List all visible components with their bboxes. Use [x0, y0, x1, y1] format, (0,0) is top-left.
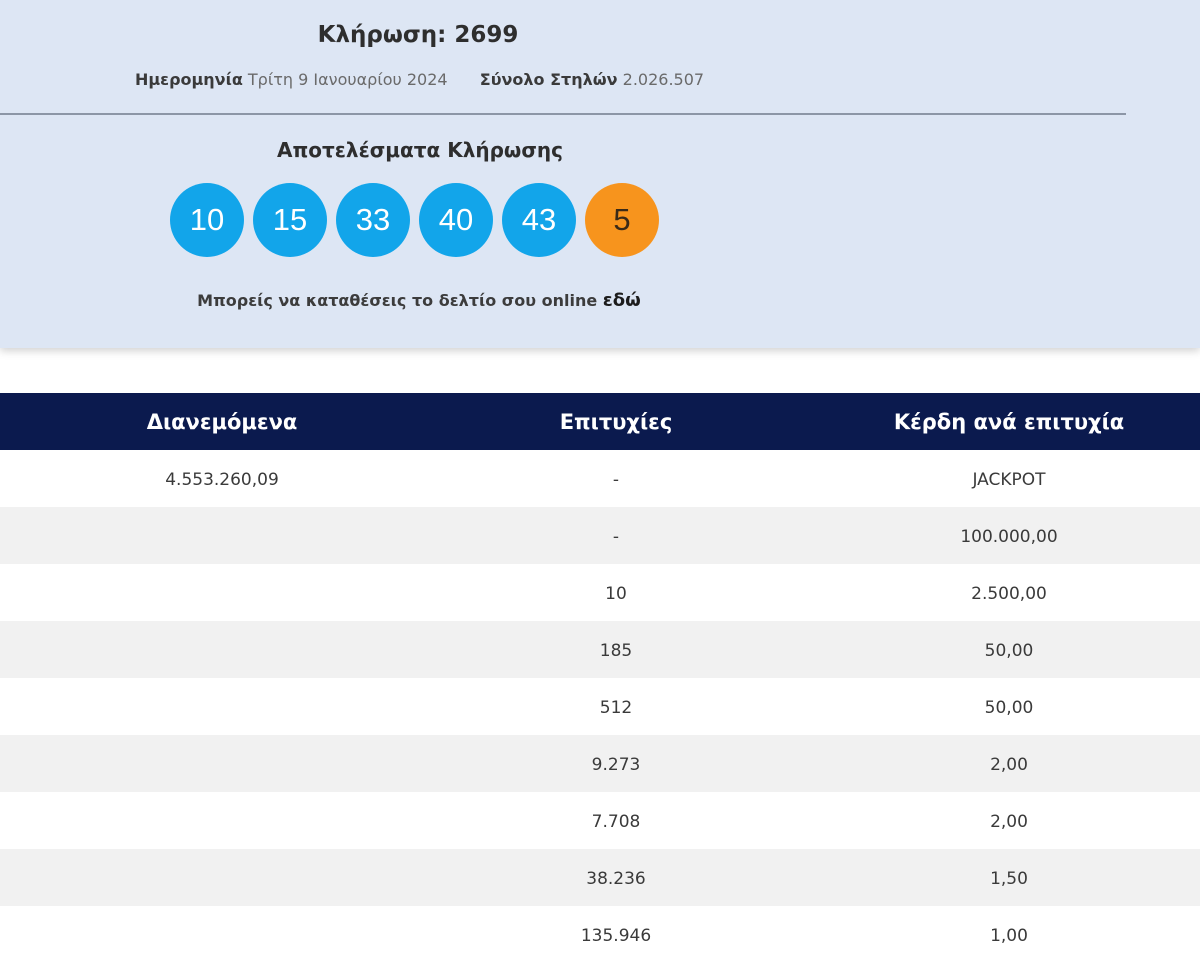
table-row: 512 50,00 [0, 678, 1200, 735]
winners-cell: 512 [599, 698, 633, 718]
prize-table-body: 4.553.260,09 - JACKPOT - 100.000,00 10 2… [0, 450, 1200, 963]
distributed-cell [122, 564, 322, 624]
table-row: 9.273 2,00 [0, 735, 1200, 792]
columns-value: 2.026.507 [622, 70, 705, 89]
number-ball: 43 [502, 183, 576, 257]
bonus-ball: 5 [585, 183, 659, 257]
winners-cell: - [612, 470, 620, 490]
prize-cell: 2,00 [990, 812, 1028, 832]
divider [0, 113, 1126, 115]
prize-cell: 1,50 [990, 869, 1028, 889]
number-ball: 15 [253, 183, 327, 257]
online-text: Μπορείς να καταθέσεις το δελτίο σου onli… [197, 291, 598, 310]
distributed-cell: 4.553.260,09 [165, 470, 279, 490]
draw-info-panel: Κλήρωση: 2699 Ημερομηνία Τρίτη 9 Ιανουαρ… [0, 0, 1200, 348]
date-label: Ημερομηνία [135, 70, 243, 89]
number-ball: 10 [170, 183, 244, 257]
table-row: 7.708 2,00 [0, 792, 1200, 849]
online-link[interactable]: εδώ [602, 290, 641, 311]
winners-cell: - [612, 527, 620, 547]
prize-cell: 1,00 [990, 926, 1028, 946]
table-row: 135.946 1,00 [0, 906, 1200, 963]
distributed-cell [122, 792, 322, 852]
table-row: - 100.000,00 [0, 507, 1200, 564]
winners-cell: 38.236 [586, 869, 646, 889]
online-betting-note: Μπορείς να καταθέσεις το δελτίο σου onli… [0, 290, 838, 311]
draw-title: Κλήρωση: 2699 [317, 22, 519, 48]
header-prize-per-winner: Κέρδη ανά επιτυχία [893, 409, 1125, 434]
prize-cell: JACKPOT [972, 470, 1046, 490]
table-row: 4.553.260,09 - JACKPOT [0, 450, 1200, 507]
winners-cell: 135.946 [580, 926, 652, 946]
table-row: 38.236 1,50 [0, 849, 1200, 906]
prize-table-header: Διανεμόμενα Επιτυχίες Κέρδη ανά επιτυχία [0, 393, 1200, 450]
distributed-cell [122, 621, 322, 681]
header-winners: Επιτυχίες [559, 409, 673, 434]
winners-cell: 185 [599, 641, 633, 661]
distributed-cell [122, 678, 322, 738]
prize-cell: 2,00 [990, 755, 1028, 775]
columns-label: Σύνολο Στηλών [479, 70, 618, 89]
distributed-cell [122, 906, 322, 966]
header-distributed: Διανεμόμενα [146, 409, 298, 434]
winning-numbers: 10 15 33 40 43 5 [170, 183, 668, 257]
table-row: 10 2.500,00 [0, 564, 1200, 621]
prize-cell: 2.500,00 [971, 584, 1047, 604]
date-value: Τρίτη 9 Ιανουαρίου 2024 [247, 70, 448, 89]
prize-cell: 50,00 [984, 698, 1034, 718]
draw-meta: Ημερομηνία Τρίτη 9 Ιανουαρίου 2024 Σύνολ… [135, 70, 704, 89]
number-ball: 40 [419, 183, 493, 257]
results-title: Αποτελέσματα Κλήρωσης [277, 138, 563, 162]
winners-cell: 9.273 [591, 755, 641, 775]
distributed-cell [122, 735, 322, 795]
prize-cell: 50,00 [984, 641, 1034, 661]
winners-cell: 10 [605, 584, 627, 604]
prize-cell: 100.000,00 [960, 527, 1058, 547]
distributed-cell [122, 849, 322, 909]
table-row: 185 50,00 [0, 621, 1200, 678]
distributed-cell [122, 507, 322, 567]
number-ball: 33 [336, 183, 410, 257]
winners-cell: 7.708 [591, 812, 641, 832]
